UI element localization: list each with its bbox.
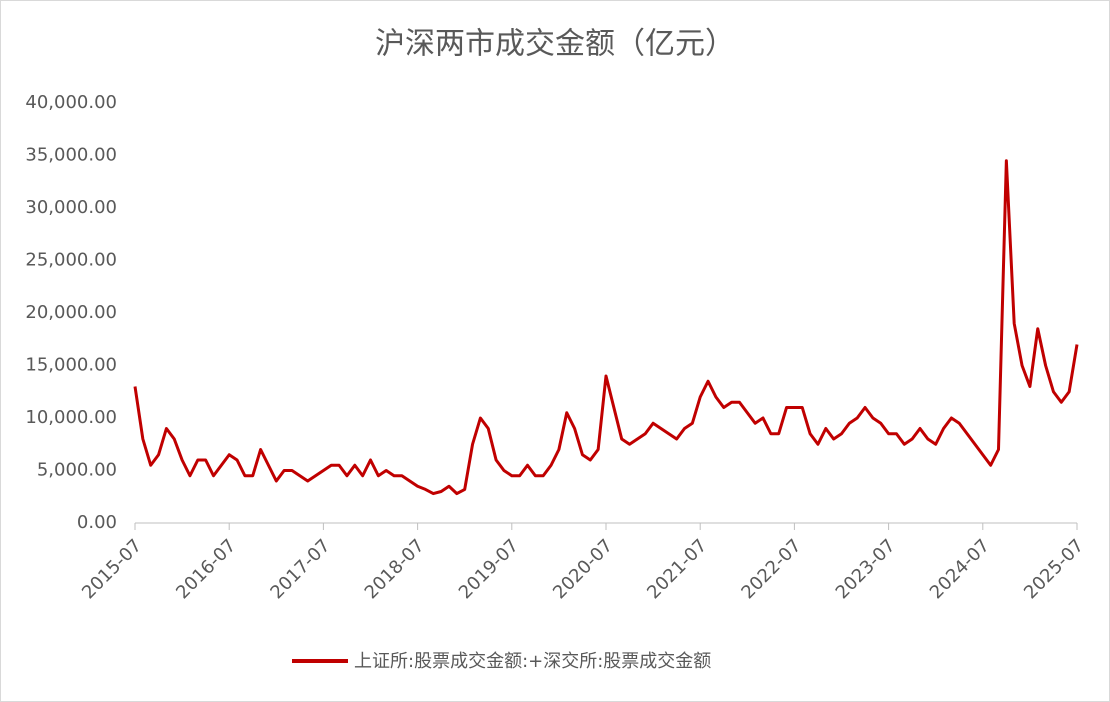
y-tick-label: 30,000.00 bbox=[25, 197, 117, 218]
y-tick-label: 20,000.00 bbox=[25, 302, 117, 323]
y-tick-label: 5,000.00 bbox=[37, 460, 117, 481]
y-tick-label: 15,000.00 bbox=[25, 355, 117, 376]
legend-label: 上证所:股票成交金额:+深交所:股票成交金额 bbox=[354, 651, 711, 672]
y-tick-label: 40,000.00 bbox=[25, 92, 117, 113]
y-tick-label: 0.00 bbox=[77, 512, 117, 533]
series-line bbox=[133, 159, 1079, 496]
y-tick-label: 25,000.00 bbox=[25, 250, 117, 271]
y-tick-label: 10,000.00 bbox=[25, 407, 117, 428]
chart-title: 沪深两市成交金额（亿元） bbox=[375, 27, 735, 62]
y-tick-label: 35,000.00 bbox=[25, 145, 117, 166]
